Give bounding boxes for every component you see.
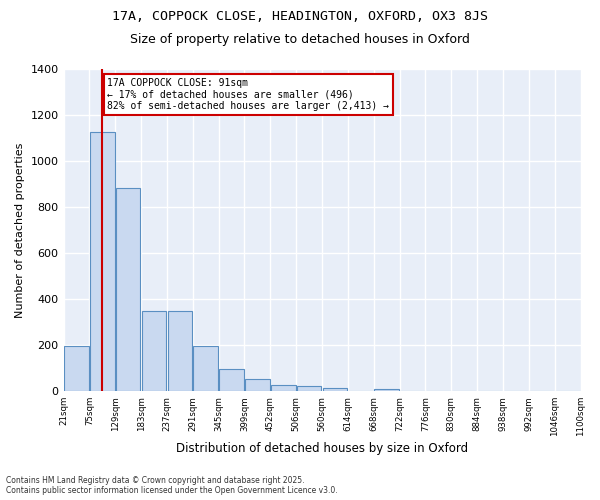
Bar (193, 346, 218, 391)
Text: 17A COPPOCK CLOSE: 91sqm
← 17% of detached houses are smaller (496)
82% of semi-: 17A COPPOCK CLOSE: 91sqm ← 17% of detach… (107, 78, 389, 112)
Bar (297, 386, 322, 391)
Text: Contains HM Land Registry data © Crown copyright and database right 2025.
Contai: Contains HM Land Registry data © Crown c… (6, 476, 338, 495)
Bar (271, 386, 296, 391)
Bar (167, 310, 192, 391)
Bar (245, 378, 269, 391)
Bar (116, 188, 140, 391)
Bar (142, 310, 166, 391)
X-axis label: Distribution of detached houses by size in Oxford: Distribution of detached houses by size … (176, 442, 468, 455)
Bar (219, 370, 244, 391)
Bar (90, 132, 115, 391)
Text: 17A, COPPOCK CLOSE, HEADINGTON, OXFORD, OX3 8JS: 17A, COPPOCK CLOSE, HEADINGTON, OXFORD, … (112, 10, 488, 23)
Bar (64, 346, 89, 391)
Bar (374, 389, 399, 391)
Bar (323, 388, 347, 391)
Text: Size of property relative to detached houses in Oxford: Size of property relative to detached ho… (130, 32, 470, 46)
Y-axis label: Number of detached properties: Number of detached properties (15, 142, 25, 318)
